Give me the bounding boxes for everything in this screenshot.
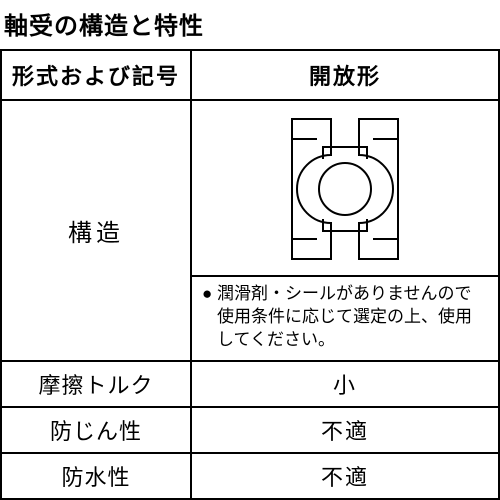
row-label: 防水性: [1, 453, 191, 499]
header-right: 開放形: [191, 50, 499, 100]
row-label: 摩擦トルク: [1, 361, 191, 407]
row-value: 小: [191, 361, 499, 407]
table-row: 防水性 不適: [1, 453, 499, 499]
spec-table: 形式および記号 開放形 構造: [0, 49, 500, 500]
row-value: 不適: [191, 407, 499, 453]
note-text: 潤滑剤・シールがありませんので使用条件に応じて選定の上、使用してください。: [217, 283, 477, 352]
structure-label: 構造: [1, 100, 191, 361]
note-cell: ● 潤滑剤・シールがありませんので使用条件に応じて選定の上、使用してください。: [191, 276, 499, 361]
table-header-row: 形式および記号 開放形: [1, 50, 499, 100]
table-row: 摩擦トルク 小: [1, 361, 499, 407]
bearing-diagram-cell: [191, 100, 499, 276]
header-left: 形式および記号: [1, 50, 191, 100]
table-row: 防じん性 不適: [1, 407, 499, 453]
row-label: 防じん性: [1, 407, 191, 453]
bearing-cross-section-icon: [265, 109, 425, 269]
bullet-icon: ●: [202, 283, 212, 306]
page-title: 軸受の構造と特性: [0, 0, 500, 49]
structure-row: 構造: [1, 100, 499, 276]
row-value: 不適: [191, 453, 499, 499]
